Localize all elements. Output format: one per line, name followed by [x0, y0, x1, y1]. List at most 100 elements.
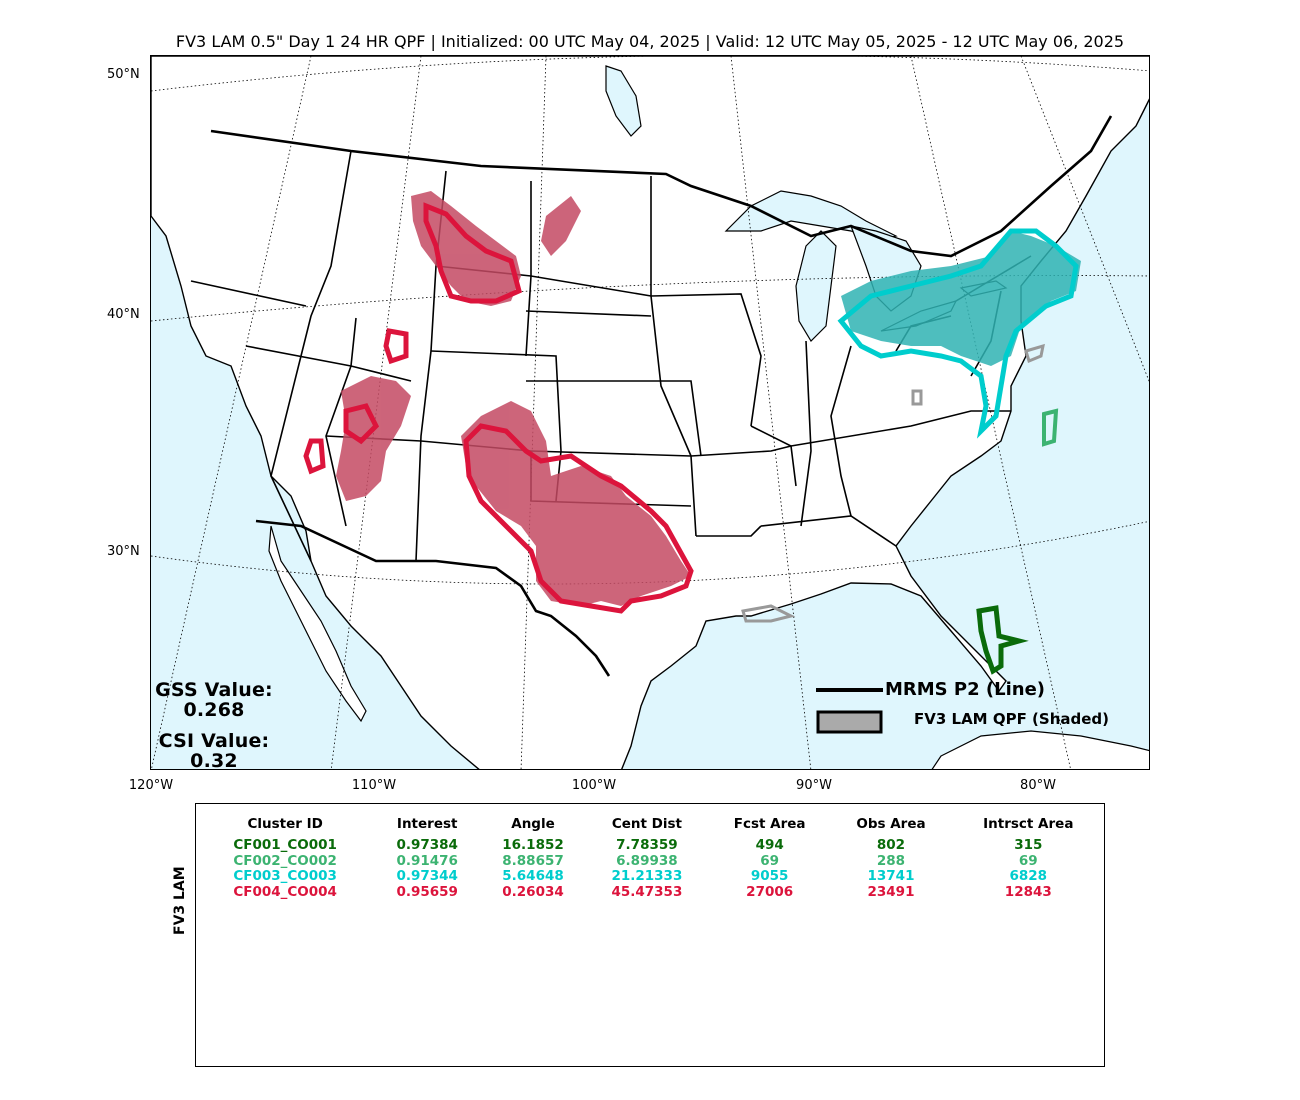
table-cell: 8.88657 [502, 852, 564, 869]
stats-ylabel: FV3 LAM [172, 866, 188, 935]
table-cell: 12843 [1004, 883, 1052, 900]
hudson-region-lake [605, 65, 642, 137]
table-row: CF004_CO004 0.95659 0.26034 45.47353 27006 23… [196, 883, 1106, 901]
state-line [190, 280, 307, 307]
lon-label-90w: 90°W [796, 778, 832, 793]
legend-obs-label: MRMS P2 (Line) [885, 679, 1046, 700]
state-line [525, 181, 532, 357]
obs-outline-co004 [463, 423, 694, 614]
state-line [526, 380, 702, 457]
fcst-area-cf004 [461, 401, 691, 606]
gss-value: 0.268 [183, 699, 245, 721]
obs-outline-co004 [383, 328, 409, 365]
table-cell: 45.47353 [611, 883, 683, 900]
us-mexico-border [255, 519, 611, 677]
obs-outline-co003 [837, 228, 1079, 439]
table-cell: CF001_CO001 [233, 837, 337, 853]
state-line [525, 310, 652, 317]
lon-label-120w: 120°W [128, 778, 174, 793]
state-line [325, 317, 357, 527]
obs-outline-co004 [303, 438, 326, 475]
obs-outline-co004 [343, 403, 380, 445]
lake-michigan [795, 230, 837, 342]
state-line [790, 410, 1011, 447]
fcst-area-cf004 [541, 196, 581, 256]
obs-outline-co001 [976, 605, 1029, 675]
figure-title: FV3 LAM 0.5" Day 1 24 HR QPF | Initializ… [175, 32, 1125, 51]
table-cell: 13741 [867, 868, 915, 884]
cuba-island [931, 730, 1149, 769]
unmatched-outline [1024, 343, 1045, 364]
table-cell: 315 [1014, 837, 1043, 853]
csi-value: 0.32 [190, 750, 238, 772]
table-cell: 69 [760, 852, 780, 869]
table-cell: 0.97344 [396, 868, 458, 884]
table-cell: 0.97384 [396, 837, 458, 853]
graticule-meridian [520, 56, 547, 769]
table-cell: CF004_CO004 [233, 883, 337, 900]
state-line [696, 525, 762, 537]
col-header: Cent Dist [611, 816, 682, 832]
table-cell: 5.64648 [502, 868, 564, 884]
lon-label-110w: 110°W [351, 778, 397, 793]
table-cell: 23491 [867, 883, 915, 900]
table-cell: 27006 [746, 883, 794, 900]
unmatched-outline [741, 604, 796, 623]
qpf-map [150, 55, 1150, 770]
table-cell: 0.95659 [396, 883, 458, 900]
table-cell: CF002_CO002 [233, 852, 337, 869]
stats-panel: Cluster ID Interest Angle Cent Dist Fcst… [195, 803, 1105, 1067]
col-header: Obs Area [856, 816, 926, 832]
table-cell: 69 [1018, 852, 1038, 869]
table-cell: 802 [876, 837, 906, 853]
table-cell: 0.91476 [396, 852, 458, 869]
table-row: CF003_CO003 0.97344 5.64648 21.21333 9055 137… [196, 868, 1106, 885]
col-header: Fcst Area [733, 816, 806, 832]
lat-label-40: 40°N [107, 307, 140, 322]
state-line [830, 345, 852, 517]
col-header: Interest [396, 816, 458, 832]
stats-header-row: Cluster ID Interest Angle Cent Dist Fcst… [196, 814, 1106, 838]
table-cell: 6.89938 [616, 852, 678, 869]
table-cell: 288 [876, 852, 906, 869]
stats-body: CF001_CO001 0.97384 16.1852 7.78359 494 802 31… [196, 837, 1106, 901]
legend-fcst-label: FV3 LAM QPF (Shaded) [914, 710, 1110, 728]
baja-peninsula [268, 525, 367, 723]
state-line [650, 293, 762, 427]
map-legend [816, 688, 883, 734]
table-cell: CF003_CO003 [233, 868, 337, 884]
stats-table: Cluster ID Interest Angle Cent Dist Fcst… [196, 814, 1106, 900]
fcst-area-cf003 [841, 231, 1081, 366]
table-cell: 9055 [750, 868, 789, 884]
obs-outlines [303, 202, 1079, 675]
table-cell: 16.1852 [502, 837, 564, 853]
canada-us-border [210, 115, 1113, 258]
table-cell: 0.26034 [502, 883, 564, 900]
table-cell: 6828 [1009, 868, 1048, 884]
obs-outline-co004 [423, 202, 522, 304]
graticule-meridian [1020, 56, 1149, 383]
csi-label: CSI Value: [158, 730, 270, 752]
lat-label-30: 30°N [107, 544, 140, 559]
obs-outline-co002 [1042, 408, 1059, 447]
fcst-area-cf004 [411, 191, 521, 306]
table-cell: 7.78359 [616, 837, 678, 853]
table-row: CF002_CO002 0.91476 8.88657 6.89938 69 288 69 [196, 852, 1106, 870]
unmatched-outline [911, 389, 923, 406]
col-header: Intrsct Area [983, 816, 1074, 832]
col-header: Angle [511, 816, 555, 832]
lat-label-50: 50°N [107, 67, 140, 82]
table-cell: 494 [755, 837, 784, 853]
col-header: Cluster ID [247, 816, 323, 832]
gss-label: GSS Value: [155, 679, 273, 701]
state-line [300, 150, 352, 357]
state-line [800, 340, 812, 527]
state-line [270, 355, 312, 562]
table-cell: 21.21333 [611, 868, 683, 884]
state-line [690, 445, 792, 457]
state-line [750, 425, 797, 487]
state-line [650, 176, 697, 537]
lon-label-100w: 100°W [571, 778, 617, 793]
legend-shaded-sample [816, 710, 883, 734]
lon-label-80w: 80°W [1020, 778, 1056, 793]
